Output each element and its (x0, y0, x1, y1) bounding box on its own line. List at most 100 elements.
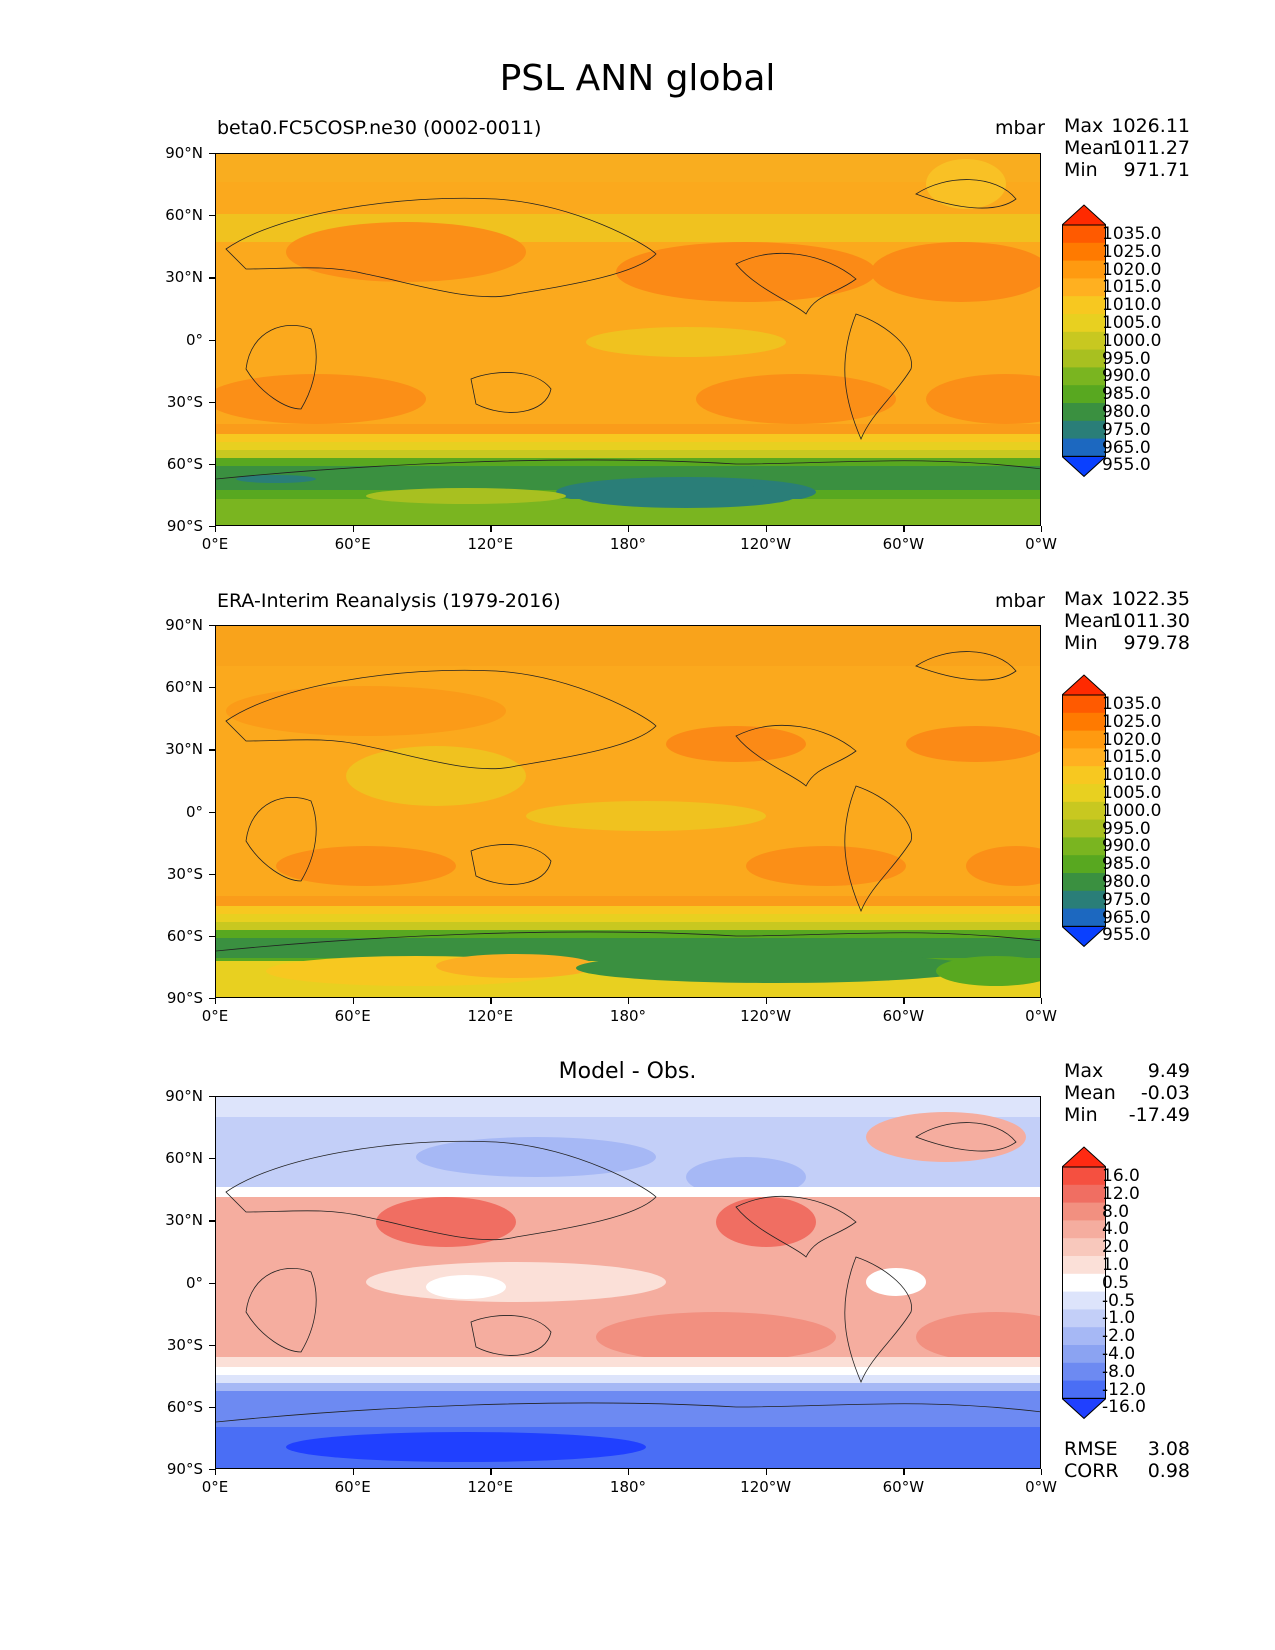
colorbar-segment (1062, 695, 1106, 714)
stat-label: CORR (1064, 1460, 1119, 1482)
colorbar-segment (1062, 278, 1106, 297)
colorbar-label: 1020.0 (1102, 259, 1162, 280)
colorbar-label: 1035.0 (1102, 223, 1162, 244)
colorbar-segment (1062, 260, 1106, 279)
x-tick-mark (1041, 998, 1043, 1004)
colorbar-extend-bottom (1062, 455, 1106, 478)
y-tick-mark (209, 749, 215, 751)
colorbar (1062, 674, 1106, 948)
colorbar-label: 985.0 (1102, 854, 1151, 875)
x-tick-mark (490, 526, 492, 532)
y-tick-label: 60°N (165, 1149, 203, 1168)
y-tick-label: 60°S (166, 1397, 203, 1416)
y-tick-label: 90°N (165, 1087, 203, 1105)
colorbar-segment (1062, 1184, 1106, 1204)
x-tick-label: 0°E (201, 535, 229, 553)
colorbar-label: 965.0 (1102, 437, 1151, 458)
stat-value: 3.08 (1147, 1438, 1190, 1460)
colorbar-label: -8.0 (1102, 1361, 1136, 1382)
colorbar-segment (1062, 801, 1106, 821)
y-tick-mark (209, 1406, 215, 1409)
x-tick-label: 60°W (882, 535, 925, 553)
stat-label: Max (1064, 115, 1104, 137)
x-tick-label: 0°W (1025, 1478, 1057, 1496)
colorbar-label: 995.0 (1102, 818, 1151, 839)
colorbar (1062, 204, 1106, 478)
colorbar-label: 985.0 (1102, 384, 1151, 405)
colorbar-segment (1062, 385, 1106, 404)
y-tick-mark (209, 153, 215, 155)
colorbar-segment (1062, 314, 1106, 333)
units-label: mbar (994, 590, 1045, 612)
colorbar-label: -1.0 (1102, 1308, 1136, 1329)
y-tick-mark (209, 1282, 215, 1284)
colorbar-segment (1062, 1273, 1106, 1293)
stat-value: 1011.27 (1111, 137, 1190, 159)
y-tick-mark (209, 687, 215, 689)
colorbar-segment (1062, 1345, 1106, 1364)
colorbar-segment (1062, 403, 1106, 422)
y-tick-mark (209, 401, 215, 403)
x-tick-mark (765, 998, 767, 1004)
y-tick-label: 0° (185, 1273, 203, 1292)
colorbar-extend-bottom (1062, 925, 1106, 948)
colorbar-label: 955.0 (1102, 455, 1151, 476)
x-tick-label: 120°E (467, 1007, 514, 1025)
y-tick-mark (209, 1220, 215, 1222)
x-tick-label: 180° (609, 1007, 647, 1025)
y-tick-label: 60°S (166, 926, 203, 945)
units-label: mbar (994, 117, 1045, 139)
colorbar-label: 1015.0 (1102, 277, 1162, 298)
x-tick-label: 60°W (882, 1478, 925, 1496)
x-tick-mark (765, 526, 767, 532)
x-tick-mark (352, 1469, 354, 1475)
colorbar-segment (1062, 1167, 1106, 1186)
colorbar-label: 1015.0 (1102, 747, 1162, 768)
colorbar-label: 1.0 (1102, 1254, 1130, 1275)
colorbar-label: 1000.0 (1102, 800, 1162, 821)
stat-label: Min (1064, 632, 1098, 654)
colorbar-segment (1062, 766, 1106, 785)
stat-label: Min (1064, 159, 1098, 181)
colorbar-segment (1062, 730, 1106, 749)
y-tick-label: 90°S (166, 1460, 203, 1478)
colorbar-segment (1062, 1291, 1106, 1310)
y-tick-mark (209, 463, 215, 466)
panel-title: ERA-Interim Reanalysis (1979-2016) (217, 590, 561, 612)
x-tick-label: 0°W (1025, 535, 1057, 553)
colorbar-label: 1025.0 (1102, 241, 1162, 262)
map-model (215, 153, 1041, 526)
panel-title: Model - Obs. (558, 1059, 697, 1084)
x-tick-label: 120°W (740, 1478, 792, 1496)
colorbar-frame (1062, 694, 1106, 927)
x-tick-label: 0°E (201, 1007, 229, 1025)
y-tick-label: 90°S (166, 989, 203, 1007)
colorbar-segment (1062, 225, 1106, 244)
colorbar-segment (1062, 1202, 1106, 1221)
x-tick-mark (903, 1469, 905, 1475)
stat-label: Mean (1064, 1082, 1116, 1104)
colorbar-label: 1025.0 (1102, 711, 1162, 732)
y-tick-label: 30°S (166, 864, 203, 883)
y-tick-label: 60°N (165, 678, 203, 697)
colorbar-extend-top (1062, 204, 1106, 226)
colorbar-segment (1062, 855, 1106, 874)
colorbar-segment (1062, 367, 1106, 386)
y-tick-label: 30°N (165, 268, 203, 287)
x-tick-label: 120°W (740, 1007, 792, 1025)
y-tick-mark (209, 935, 215, 938)
stat-value: 1026.11 (1111, 115, 1190, 137)
y-tick-mark (209, 1469, 215, 1471)
colorbar-extend-bottom (1062, 1397, 1106, 1420)
y-tick-label: 30°N (165, 740, 203, 759)
colorbar-segment (1062, 349, 1106, 368)
y-tick-mark (209, 277, 215, 279)
colorbar-label: 16.0 (1102, 1165, 1140, 1186)
colorbar-label: 980.0 (1102, 871, 1151, 892)
y-tick-mark (209, 526, 215, 528)
x-tick-mark (903, 526, 905, 532)
x-tick-label: 60°E (334, 1478, 371, 1496)
colorbar-label: -12.0 (1102, 1379, 1146, 1400)
x-tick-mark (215, 526, 217, 532)
colorbar-segment (1062, 1362, 1106, 1382)
